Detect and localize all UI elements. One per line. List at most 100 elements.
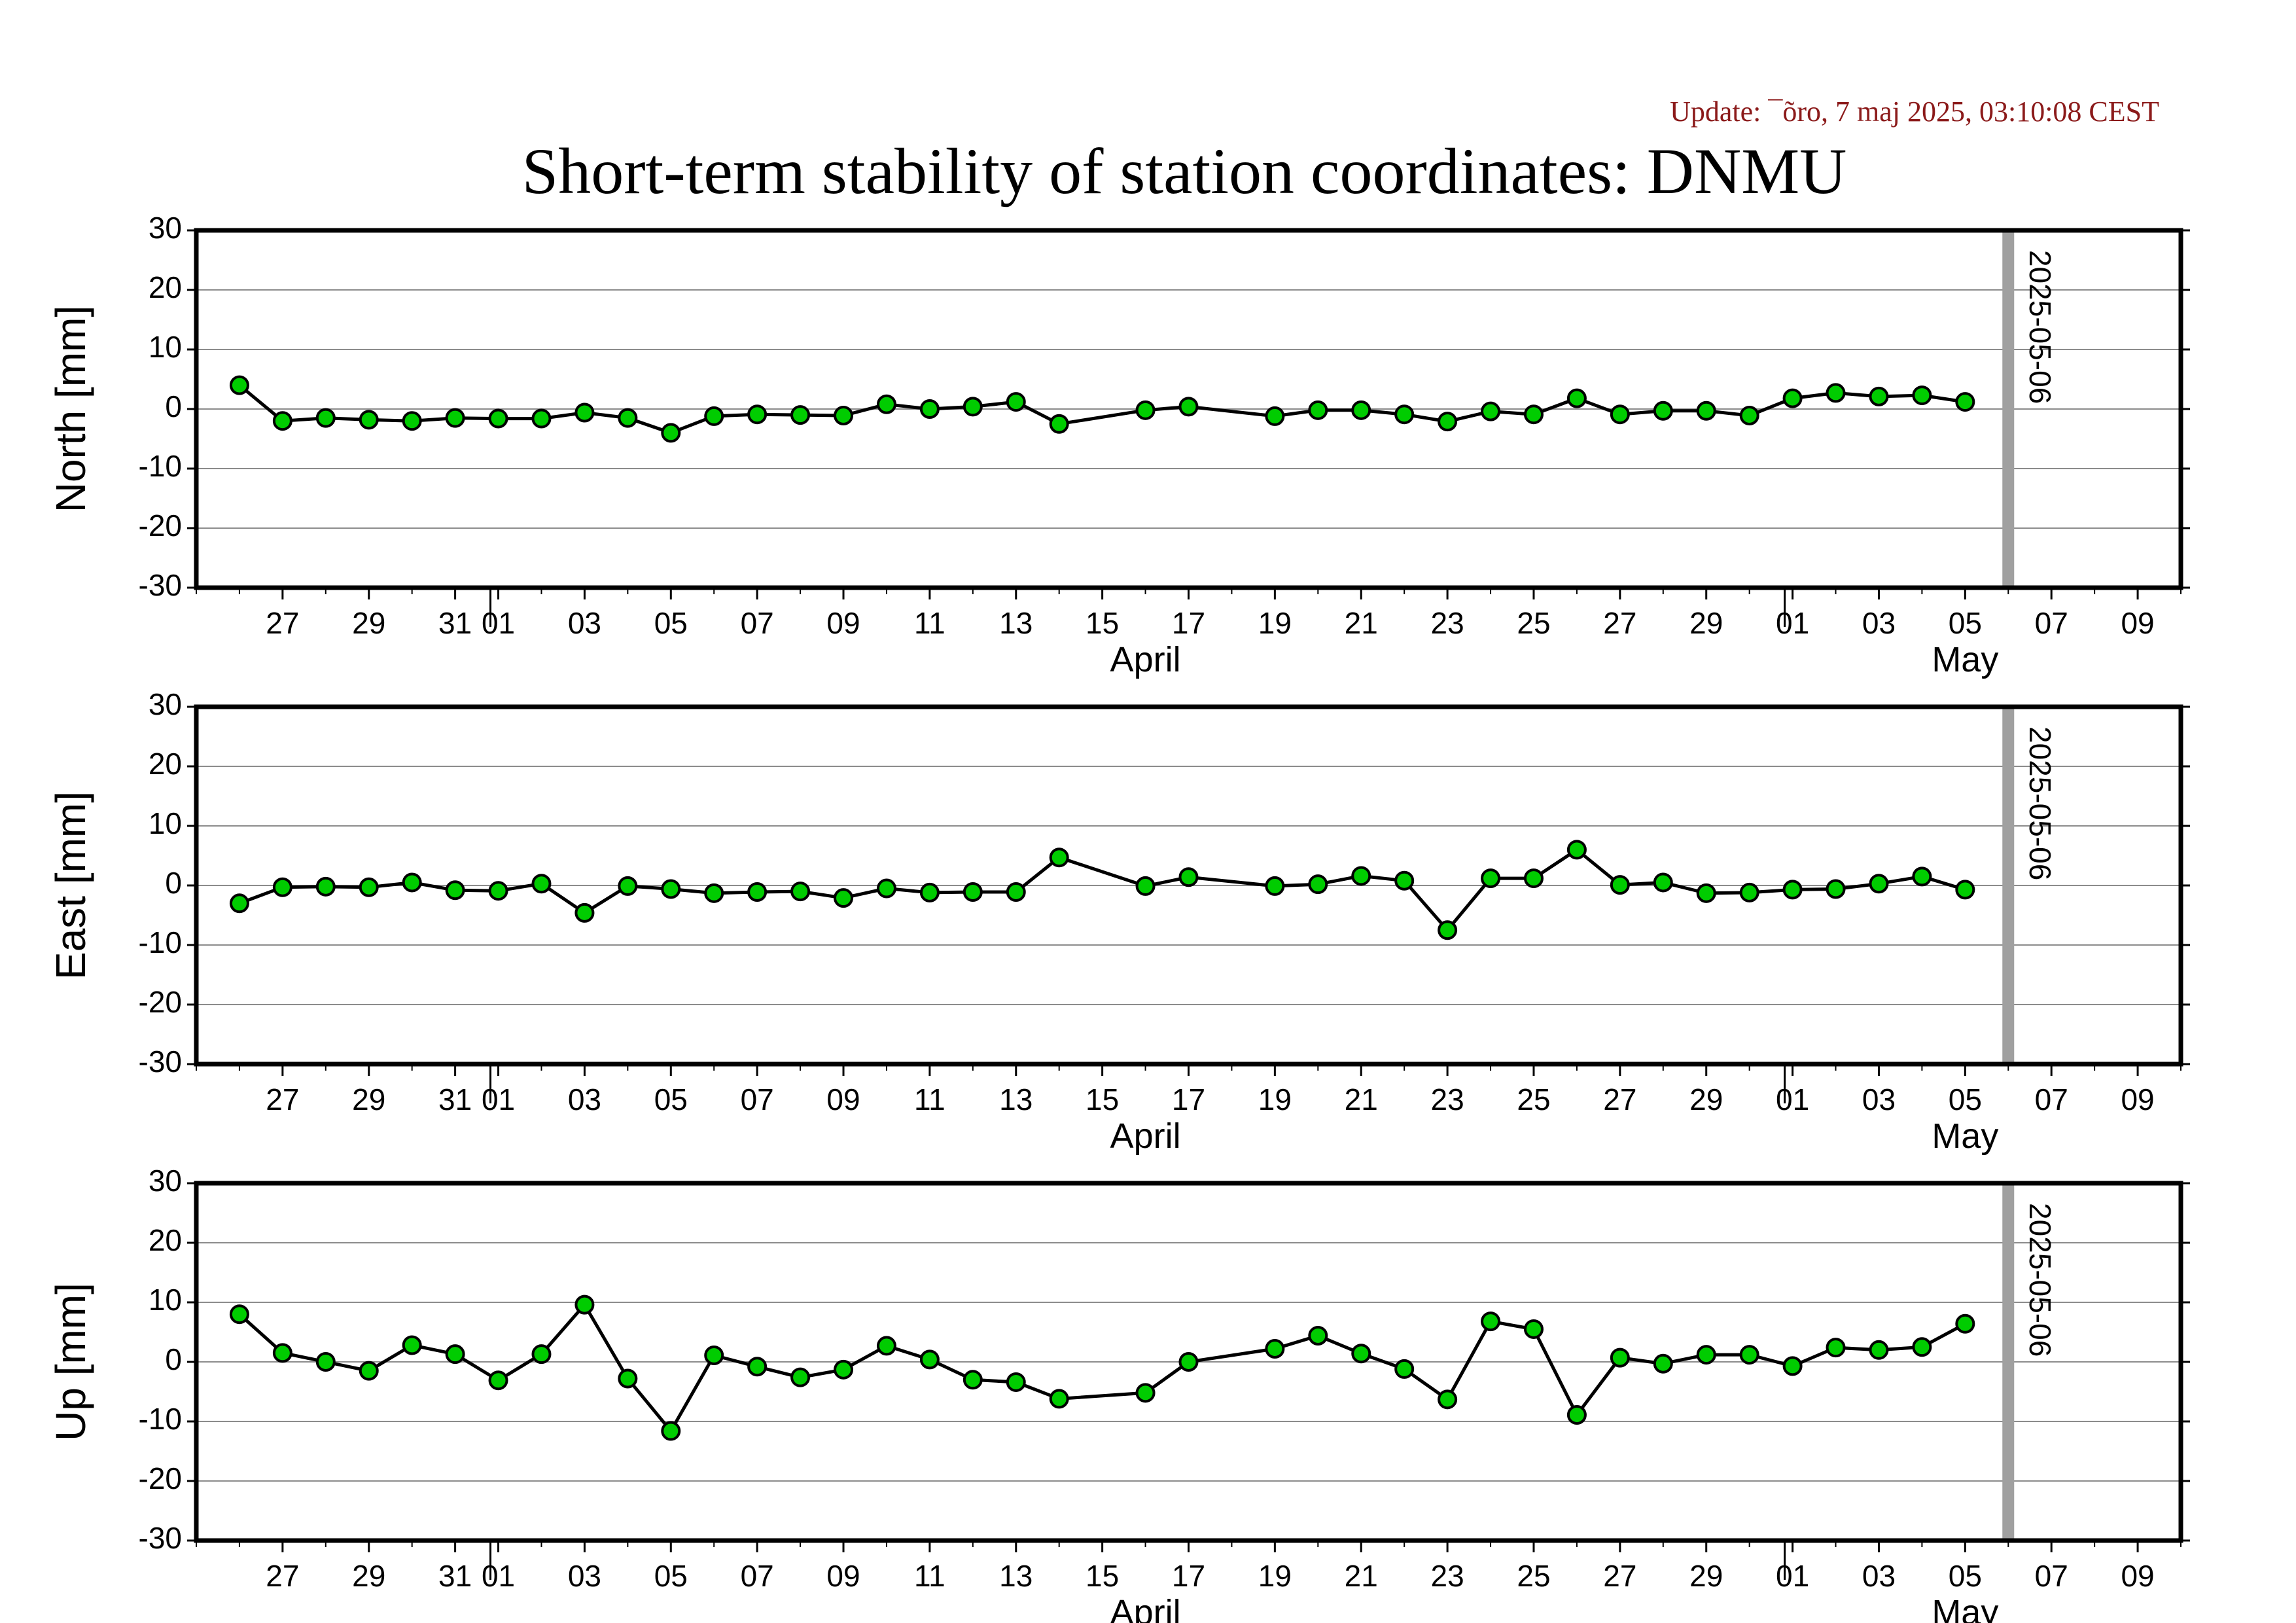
y-tick-label: -30 [139,1521,182,1555]
data-point [1653,401,1673,421]
x-tick-label: 21 [1345,1559,1378,1593]
data-point [1566,388,1587,408]
x-tick-label: 27 [1603,606,1636,640]
data-point [618,876,638,896]
x-tick-label: 03 [1862,1559,1896,1593]
data-point [963,882,983,902]
y-tick-label: -20 [139,1461,182,1495]
data-point [1696,883,1716,903]
data-point [1610,404,1630,425]
y-tick-label: -20 [139,985,182,1019]
data-point [1869,1340,1889,1360]
x-tick-label: 11 [914,606,945,640]
data-point [488,881,508,901]
x-tick-label: 11 [914,1559,945,1593]
x-tick-label: 03 [568,1082,601,1116]
date-marker-label: 2025-05-06 [2023,250,2057,404]
y-tick-label: 30 [149,1164,182,1198]
data-point [1481,1311,1501,1332]
data-point [1438,920,1458,940]
x-tick-label: 03 [1862,1082,1896,1116]
month-label: April [1110,640,1181,679]
data-point [1523,1319,1544,1339]
y-tick-label: 20 [149,270,182,304]
data-point [1481,868,1501,889]
data-point [1178,397,1199,417]
x-tick-label: 03 [1862,606,1896,640]
data-point [1351,400,1371,420]
data-point [1782,1356,1803,1376]
data-point [1481,401,1501,421]
data-point [1566,1404,1587,1425]
x-tick-label: 17 [1172,606,1205,640]
x-tick-label: 09 [826,1082,860,1116]
data-point [1135,400,1156,420]
y-tick-label: -10 [139,925,182,959]
y-axis-label: East [mm] [47,791,94,980]
x-tick-label: 09 [2121,606,2154,640]
y-tick-label: 10 [149,1283,182,1317]
data-point [1955,880,1975,900]
data-point [1869,874,1889,894]
x-tick-label: 09 [2121,1082,2154,1116]
y-tick-label: 0 [165,866,182,900]
x-tick-label: 03 [568,606,601,640]
x-tick-label: 05 [654,1082,688,1116]
date-marker-label: 2025-05-06 [2023,1203,2057,1357]
y-tick-label: 30 [149,687,182,721]
data-point [359,877,379,897]
x-tick-label: 09 [2121,1559,2154,1593]
x-tick-label: 01 [1776,1559,1809,1593]
y-tick-label: 30 [149,211,182,245]
data-point [1826,383,1846,403]
y-tick-label: -30 [139,1044,182,1079]
x-tick-label: 17 [1172,1082,1205,1116]
data-point [1653,1353,1673,1374]
month-label: May [1932,640,1998,679]
data-point [834,888,854,908]
x-tick-label: 31 [438,1082,472,1116]
x-tick-label: 29 [352,1559,385,1593]
data-point [1739,1345,1759,1365]
x-tick-label: 29 [1689,1082,1723,1116]
data-point [1912,385,1932,406]
data-point [574,402,595,423]
panels-container: 2025-05-06 30 20 10 0 -10 -20 -30 North [mm] 27 29… [47,211,2190,1623]
x-tick-label: 13 [999,606,1033,640]
data-point [919,1349,940,1370]
data-point [445,1344,465,1364]
y-tick-label: 0 [165,389,182,423]
chart-title: Short-term stability of station coordina… [522,135,1847,207]
data-point [1394,404,1415,425]
data-point [1178,1352,1199,1372]
data-point [1351,1344,1371,1364]
data-point [704,883,724,903]
x-tick-label: 15 [1086,606,1119,640]
data-point [876,1336,896,1356]
data-point [229,375,249,395]
data-point [1610,1347,1630,1368]
x-tick-label: 05 [654,1559,688,1593]
data-point [229,1304,249,1325]
x-tick-label: 05 [1949,1082,1982,1116]
x-tick-label: 27 [266,1559,299,1593]
data-point [531,874,552,894]
data-point [359,1361,379,1381]
data-point [315,876,336,897]
data-point [1566,840,1587,860]
data-point [1696,1345,1716,1365]
y-tick-label: -30 [139,568,182,602]
y-tick-label: -20 [139,508,182,543]
data-point [1394,1359,1415,1379]
data-point [790,1367,811,1387]
x-tick-label: 23 [1431,1082,1464,1116]
x-tick-label: 31 [438,1559,472,1593]
data-point [747,1357,768,1377]
data-point [272,411,292,431]
data-point [315,408,336,428]
data-point [704,1345,724,1365]
x-tick-label: 07 [2035,1559,2068,1593]
month-label: May [1932,1593,1998,1623]
x-tick-label: 01 [1776,1082,1809,1116]
data-point [1265,876,1285,896]
